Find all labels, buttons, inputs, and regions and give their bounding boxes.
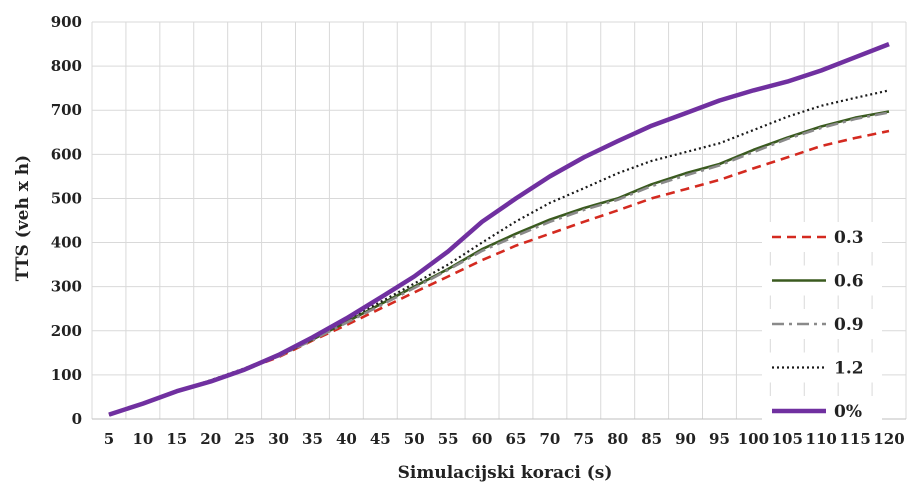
x-tick-label: 25 — [234, 430, 255, 448]
x-tick-label: 105 — [772, 430, 803, 448]
y-tick-label: 200 — [51, 322, 82, 340]
y-tick-label: 100 — [51, 366, 82, 384]
legend: 0.3 0.6 0.9 1.2 0% — [762, 222, 882, 426]
x-tick-label: 115 — [839, 430, 870, 448]
legend-label: 0.3 — [834, 228, 864, 248]
x-tick-label: 80 — [607, 430, 628, 448]
x-tick-label: 100 — [738, 430, 769, 448]
x-axis-title: Simulacijski koraci (s) — [398, 463, 613, 483]
x-tick-label: 50 — [404, 430, 425, 448]
x-tick-label: 55 — [438, 430, 459, 448]
x-tick-label: 120 — [873, 430, 904, 448]
legend-label: 1.2 — [834, 359, 864, 379]
axes: 0 100 200 300 400 500 600 700 800 900 5 10 15 20 25 30 3… — [51, 13, 906, 448]
y-tick-label: 500 — [51, 189, 82, 207]
x-tick-label: 85 — [641, 430, 662, 448]
legend-label: 0.9 — [834, 315, 864, 335]
legend-label: 0% — [834, 402, 862, 422]
y-tick-label: 600 — [51, 145, 82, 163]
x-tick-label: 45 — [370, 430, 391, 448]
x-tick-label: 60 — [472, 430, 493, 448]
x-tick-label: 10 — [132, 430, 153, 448]
x-tick-label: 70 — [539, 430, 560, 448]
y-tick-label: 400 — [51, 234, 82, 252]
x-tick-label: 40 — [336, 430, 357, 448]
x-tick-label: 75 — [573, 430, 594, 448]
grid — [91, 21, 907, 420]
x-tick-label: 95 — [709, 430, 730, 448]
y-tick-label: 0 — [72, 410, 82, 428]
x-tick-label: 15 — [166, 430, 187, 448]
y-tick-label: 700 — [51, 101, 82, 119]
x-tick-label: 65 — [506, 430, 527, 448]
y-axis-title: TTS (veh x h) — [13, 155, 33, 281]
x-tick-label: 35 — [302, 430, 323, 448]
x-tick-label: 90 — [675, 430, 696, 448]
x-tick-label: 30 — [268, 430, 289, 448]
y-tick-label: 300 — [51, 278, 82, 296]
y-tick-label: 800 — [51, 57, 82, 75]
x-tick-label: 110 — [806, 430, 837, 448]
x-tick-label: 5 — [104, 430, 114, 448]
y-tick-label: 900 — [51, 13, 82, 31]
legend-label: 0.6 — [834, 272, 864, 292]
series-line-4 — [108, 42, 890, 417]
series-lines — [108, 42, 890, 417]
x-tick-label: 20 — [200, 430, 221, 448]
